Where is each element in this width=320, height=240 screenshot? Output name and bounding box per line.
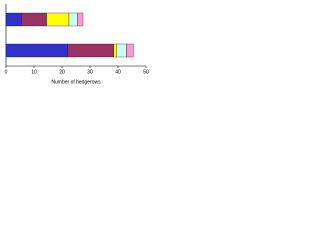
bar-segment: [21, 12, 47, 27]
x-tick-label: 40: [115, 69, 121, 75]
bar-segment: [113, 43, 117, 58]
bar-segment: [67, 43, 114, 58]
bar-segment: [68, 12, 78, 27]
x-tick-label: 20: [59, 69, 65, 75]
x-tick-label: 10: [31, 69, 37, 75]
x-axis-label: Number of hedgerows: [51, 79, 101, 85]
bar-segment: [116, 43, 127, 58]
bar-segment: [46, 12, 70, 27]
chart: Number of hedgerows 0 10 20 30 40 50: [5, 4, 149, 85]
bar-segment: [126, 43, 134, 58]
x-tick-label: 0: [5, 69, 8, 75]
x-tick-label: 30: [87, 69, 93, 75]
bar-segment: [5, 43, 68, 58]
bar-segment: [77, 12, 84, 27]
x-tick-label: 50: [143, 69, 149, 75]
bar-segment: [5, 12, 22, 27]
